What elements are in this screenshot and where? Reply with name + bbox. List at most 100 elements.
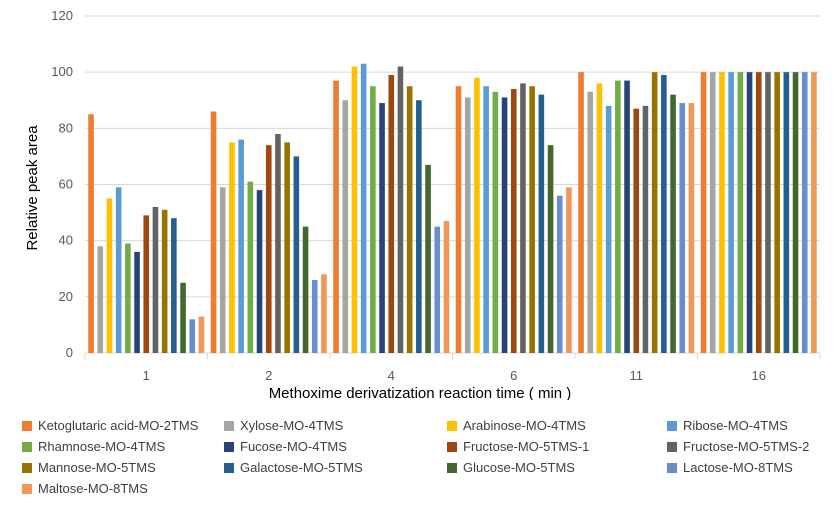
bar (642, 105, 649, 354)
bar (425, 164, 431, 353)
bar (679, 103, 686, 353)
bar (765, 72, 771, 354)
bar (492, 91, 499, 353)
y-tick-label: 60 (59, 177, 73, 192)
bar (624, 80, 630, 353)
y-tick-label: 120 (51, 8, 73, 23)
bar (351, 66, 358, 354)
bar (587, 91, 594, 353)
bar (737, 72, 744, 354)
legend-swatch (224, 441, 234, 452)
bar (556, 195, 563, 353)
bar (97, 246, 104, 353)
legend-item: Arabinose-MO-4TMS (447, 418, 586, 433)
bar (728, 72, 734, 354)
bar (388, 74, 395, 353)
bar (171, 218, 177, 353)
bar (434, 226, 441, 354)
bar (792, 72, 799, 354)
legend-item: Galactose-MO-5TMS (224, 460, 363, 475)
bar (265, 145, 272, 353)
bar (596, 83, 603, 354)
legend-swatch (22, 462, 32, 473)
legend-item: Xylose-MO-4TMS (224, 418, 343, 433)
bar (474, 77, 480, 353)
bar (360, 63, 367, 354)
legend-label: Glucose-MO-5TMS (463, 460, 575, 475)
x-tick-label: 2 (265, 368, 272, 383)
legend-item: Fructose-MO-5TMS-1 (447, 439, 589, 454)
legend-item: Mannose-MO-5TMS (22, 460, 156, 475)
y-axis-ticks: 0 20 40 60 80 100 120 (51, 8, 73, 360)
bar (538, 94, 545, 353)
bar (670, 94, 676, 353)
bar (106, 198, 113, 353)
bar (529, 86, 535, 354)
bar (189, 319, 196, 353)
legend-item: Glucose-MO-5TMS (447, 460, 575, 475)
bar (746, 72, 753, 354)
bar (333, 80, 339, 353)
bar (801, 72, 808, 354)
bar (566, 187, 572, 353)
legend-label: Ketoglutaric acid-MO-2TMS (38, 418, 199, 433)
legend-item: Lactose-MO-8TMS (667, 460, 793, 475)
legend-swatch (447, 420, 457, 431)
bar (811, 72, 817, 354)
bar (615, 80, 621, 353)
bar (443, 221, 450, 353)
legend-swatch (447, 441, 457, 452)
bar (688, 103, 695, 353)
bar (88, 114, 94, 353)
y-tick-label: 20 (59, 289, 73, 304)
bar-chart: 0 20 40 60 80 100 120 1 2 4 6 11 16 Relative peak a… (24, 8, 821, 400)
legend-label: Rhamnose-MO-4TMS (38, 439, 166, 454)
x-tick-label: 4 (388, 368, 395, 383)
bar (342, 100, 349, 353)
bar (651, 72, 658, 354)
legend-label: Xylose-MO-4TMS (240, 418, 344, 433)
legend-label: Mannose-MO-5TMS (38, 460, 156, 475)
bar (605, 105, 612, 354)
bar (501, 97, 508, 353)
bar (302, 226, 309, 354)
bar (311, 279, 318, 353)
legend-label: Fucose-MO-4TMS (240, 439, 347, 454)
legend-label: Arabinose-MO-4TMS (463, 418, 586, 433)
bar (370, 86, 376, 354)
bar (152, 206, 159, 353)
legend-swatch (224, 462, 234, 473)
legend-item: Rhamnose-MO-4TMS (22, 439, 165, 454)
bar (180, 282, 186, 353)
bar (284, 142, 290, 354)
bar (774, 72, 780, 354)
bar (134, 251, 140, 353)
x-tick-label: 6 (510, 368, 517, 383)
bar (115, 187, 122, 353)
legend-swatch (667, 441, 677, 452)
bar (661, 74, 667, 353)
x-axis-label: Methoxime derivatization reaction time (… (269, 385, 572, 400)
y-tick-label: 100 (51, 64, 73, 79)
y-tick-label: 40 (59, 233, 73, 248)
x-tick-label: 11 (630, 368, 644, 383)
gridlines (84, 15, 821, 359)
legend-item: Maltose-MO-8TMS (22, 481, 148, 496)
legend-swatch (224, 420, 234, 431)
bar (709, 72, 716, 354)
y-tick-label: 80 (59, 120, 73, 135)
bar (719, 72, 725, 354)
legend-label: Ribose-MO-4TMS (683, 418, 788, 433)
bar (783, 72, 790, 354)
legend-label: Maltose-MO-8TMS (38, 481, 148, 496)
legend-item: Ribose-MO-4TMS (667, 418, 788, 433)
bar (210, 111, 217, 353)
bar (293, 156, 300, 353)
x-tick-label: 1 (143, 368, 150, 383)
bar (125, 243, 131, 353)
legend-swatch (22, 441, 32, 452)
x-axis-ticks: 1 2 4 6 11 16 (143, 368, 766, 383)
bar (510, 89, 517, 354)
legend-label: Lactose-MO-8TMS (683, 460, 793, 475)
bar (198, 316, 205, 353)
